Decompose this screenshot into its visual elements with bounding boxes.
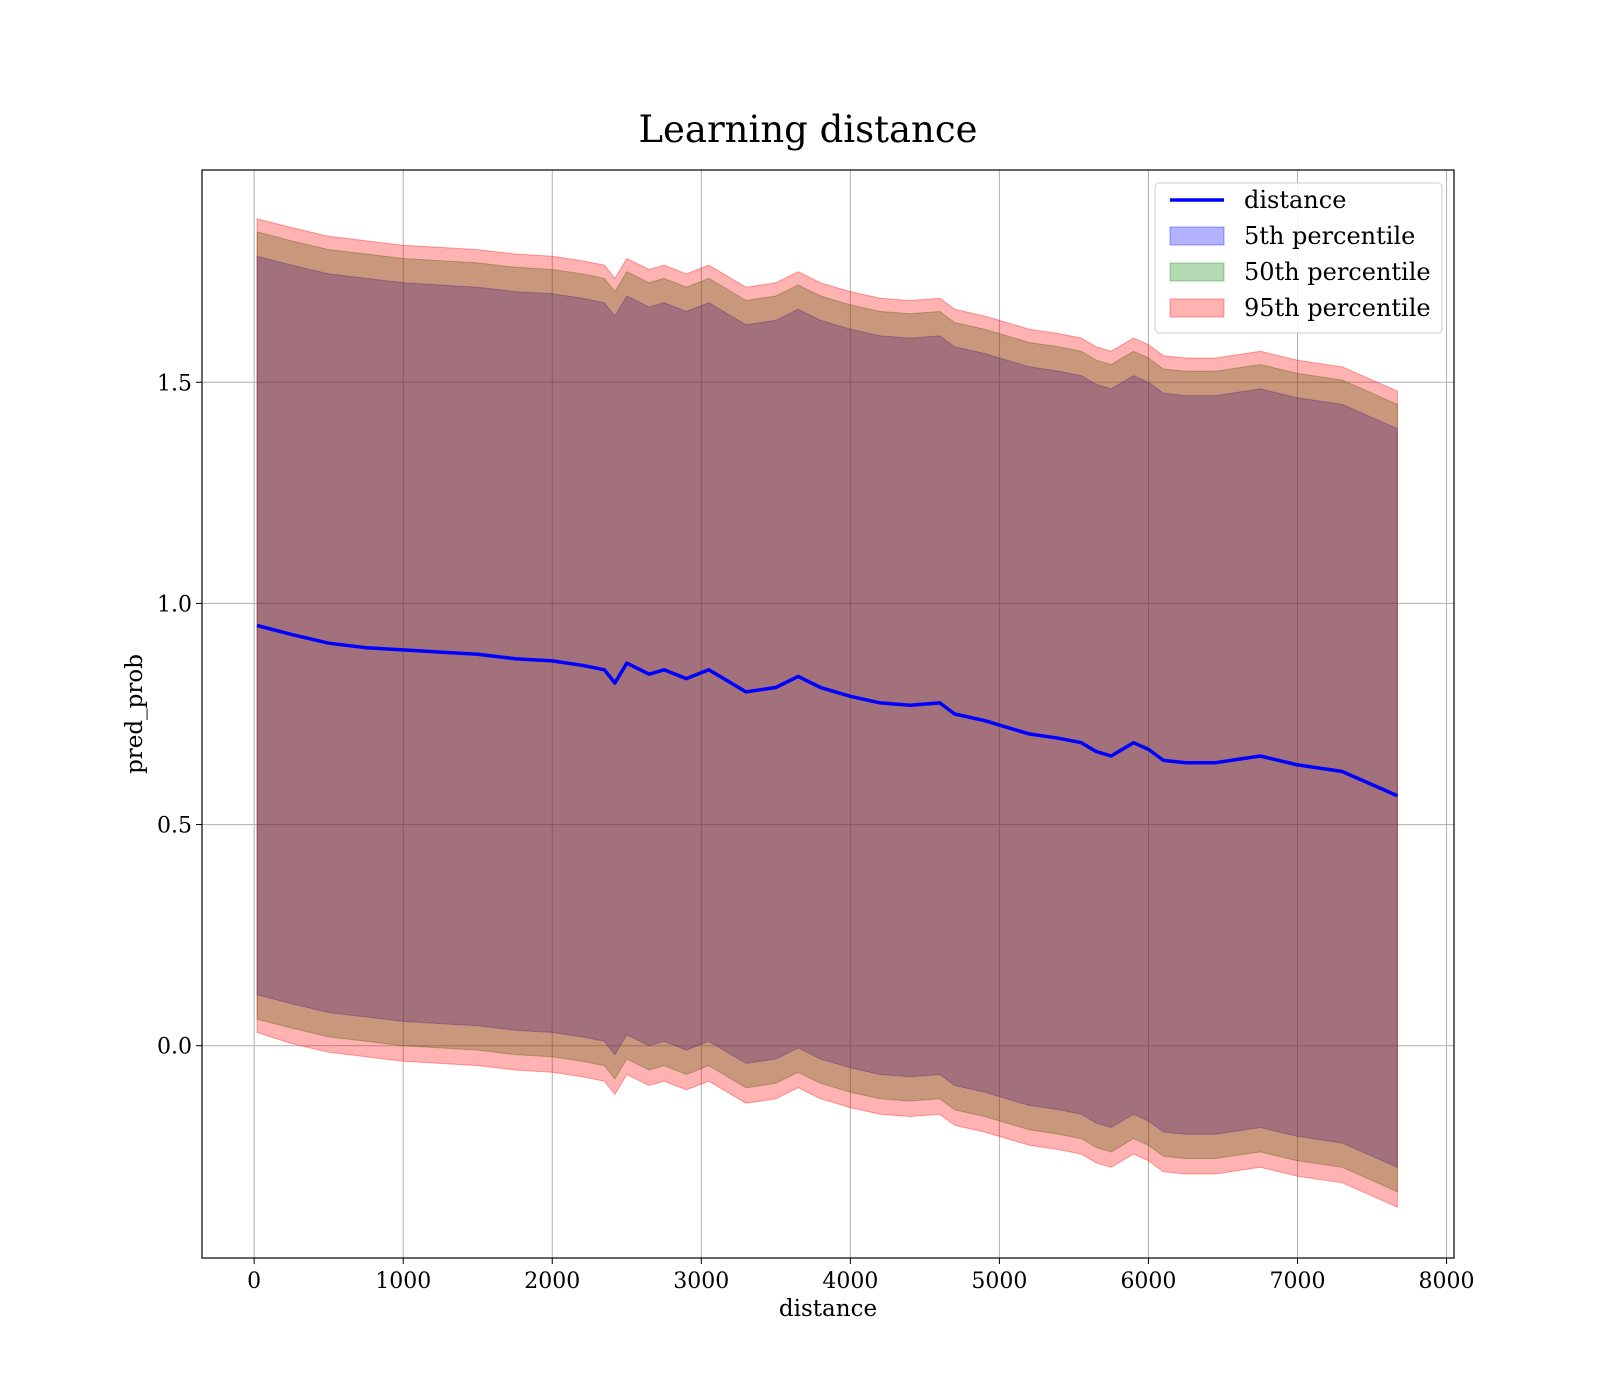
legend-box (1154, 182, 1443, 334)
plot-area (202, 170, 1454, 1258)
y-tick-label: 0.5 (157, 814, 192, 839)
y-tick-label: 0.0 (157, 1035, 192, 1060)
grid-lines (202, 170, 1454, 1258)
y-axis-label: pred_prob (122, 654, 148, 774)
line-distance (256, 623, 1399, 798)
x-axis-label: distance (779, 1296, 877, 1322)
legend-label-distance: distance (1244, 186, 1346, 214)
legend-label-50th-percentile: 50th percentile (1244, 258, 1431, 286)
band-95th-percentile (256, 218, 1398, 1208)
band-50th-percentile (256, 231, 1398, 1193)
x-tick-label: 1000 (375, 1269, 431, 1294)
x-tick-label: 4000 (822, 1269, 878, 1294)
x-tick-label: 8000 (1419, 1269, 1475, 1294)
x-tick-label: 5000 (971, 1269, 1027, 1294)
y-axis-ticks: 0.0 0.5 1.0 1.5 (157, 371, 202, 1060)
legend-label-5th-percentile: 5th percentile (1244, 222, 1415, 250)
legend-swatch-95th-percentile (1169, 298, 1225, 318)
x-axis-ticks: 0 1000 2000 3000 4000 5000 6000 7000 8000 (247, 1258, 1475, 1294)
percentile-bands (256, 218, 1398, 1208)
band-5th-percentile (256, 255, 1398, 1169)
y-tick-label: 1.5 (157, 371, 192, 396)
y-tick-label: 1.0 (157, 592, 192, 617)
legend: distance 5th percentile 50th percentile 95t… (1154, 182, 1443, 334)
x-tick-label: 3000 (673, 1269, 729, 1294)
x-tick-label: 6000 (1120, 1269, 1176, 1294)
series-lines (256, 623, 1399, 798)
chart-title: Learning distance (638, 108, 977, 151)
legend-label-95th-percentile: 95th percentile (1244, 294, 1431, 322)
legend-swatch-50th-percentile (1169, 262, 1225, 282)
plot-frame (201, 169, 1455, 1259)
legend-swatch-5th-percentile (1169, 226, 1225, 246)
x-tick-label: 0 (247, 1269, 261, 1294)
x-tick-label: 2000 (524, 1269, 580, 1294)
x-tick-label: 7000 (1270, 1269, 1326, 1294)
